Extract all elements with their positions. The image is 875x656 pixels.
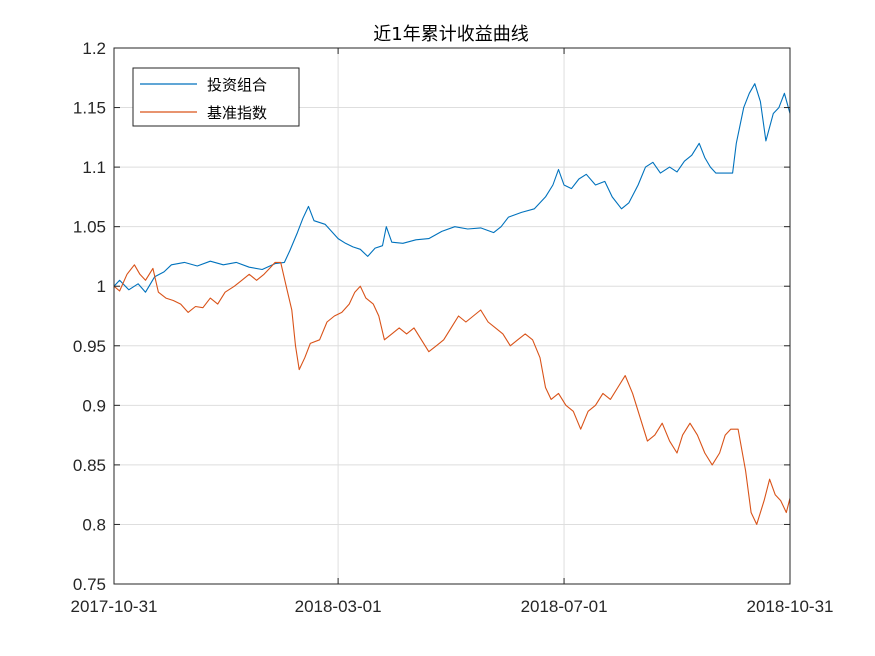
y-tick-label: 0.85 <box>73 456 106 475</box>
plot-area <box>114 48 790 584</box>
y-tick-label: 1.2 <box>82 39 106 58</box>
chart-title: 近1年累计收益曲线 <box>373 24 528 45</box>
y-tick-label: 1 <box>97 277 106 296</box>
legend: 投资组合 基准指数 <box>132 67 300 127</box>
y-tick-label: 0.8 <box>82 515 106 534</box>
series-lines <box>113 83 791 525</box>
y-tick-label: 1.15 <box>73 99 106 118</box>
y-tick-label: 0.9 <box>82 396 106 415</box>
axis-ticks: 0.75 0.8 0.85 0.9 0.95 1 1.05 1.1 1.15 1.2 2017-10… <box>71 39 834 616</box>
series-line-portfolio <box>113 83 791 293</box>
legend-label-benchmark: 基准指数 <box>207 104 267 122</box>
x-tick-label: 2017-10-31 <box>71 597 158 616</box>
y-tick-label: 1.1 <box>82 158 106 177</box>
x-tick-label: 2018-10-31 <box>747 597 834 616</box>
series-line-benchmark <box>113 261 791 525</box>
y-tick-label: 1.05 <box>73 218 106 237</box>
y-tick-label: 0.75 <box>73 575 106 594</box>
legend-label-portfolio: 投资组合 <box>207 76 267 94</box>
x-tick-label: 2018-03-01 <box>295 597 382 616</box>
x-tick-label: 2018-07-01 <box>521 597 608 616</box>
plot-frame <box>113 47 791 585</box>
legend-box <box>132 67 300 127</box>
y-tick-label: 0.95 <box>73 337 106 356</box>
